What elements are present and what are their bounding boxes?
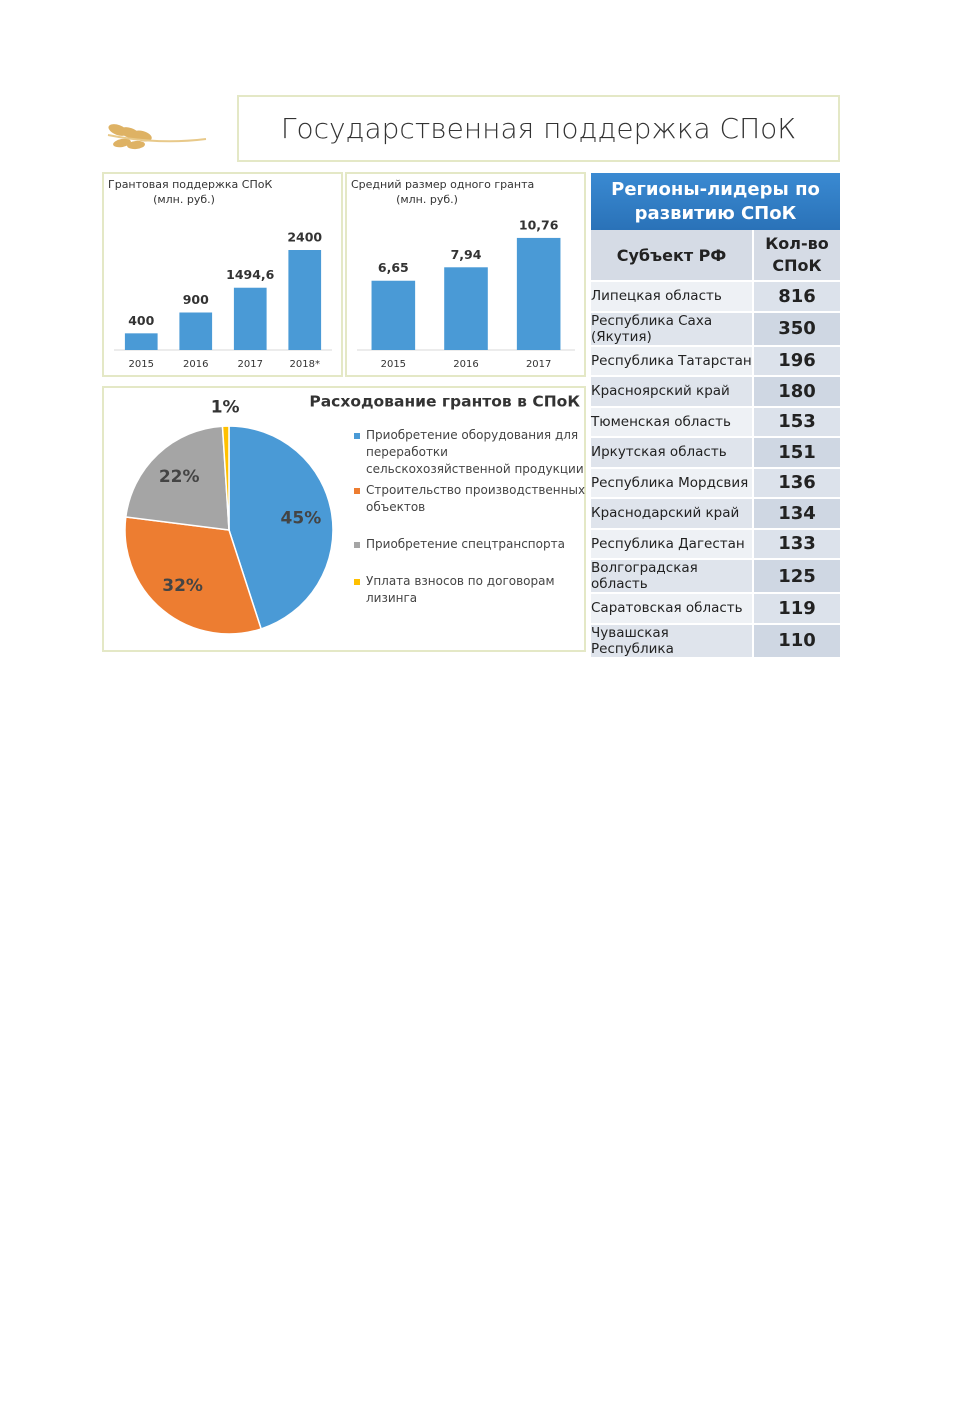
pie-slice xyxy=(124,516,263,635)
legend-swatch xyxy=(354,579,360,585)
value-label: 6,65 xyxy=(378,260,409,275)
table-row: Липецкая область 816 xyxy=(591,281,840,313)
legend-label: Уплата взносов по договорам лизинга xyxy=(366,574,555,605)
count-cell: 180 xyxy=(752,376,840,408)
pie-slice xyxy=(221,425,230,531)
legend-item: Приобретение оборудования для переработк… xyxy=(354,427,586,478)
chart-panel: Грантовая поддержка СПоК (млн. руб.) 400 20… xyxy=(102,172,343,377)
table-row: Республика Дагестан 133 xyxy=(591,528,840,560)
table-row: Красноярский край 180 xyxy=(591,376,840,408)
table-row: Иркутская область 151 xyxy=(591,437,840,469)
header-row: Субъект РФ Кол-во СПоК xyxy=(591,230,840,282)
region-cell: Чувашская Республика xyxy=(591,623,753,659)
legend-item: Уплата взносов по договорам лизинга xyxy=(354,573,586,607)
value-label: 32% xyxy=(162,576,203,596)
bar xyxy=(516,237,561,350)
table-row: Тюменская область 153 xyxy=(591,406,840,438)
wheat-icon xyxy=(107,124,207,150)
legend-item: Приобретение спецтранспорта xyxy=(354,536,586,553)
value-label: 1% xyxy=(211,397,240,417)
bar-chart: Средний размер одного гранта (млн. руб.) 6… xyxy=(351,178,575,370)
pie-chart: Расходование грантов в СПоК 45% 32% 22% 1% xyxy=(124,393,580,635)
count-cell: 134 xyxy=(752,498,840,530)
count-cell: 350 xyxy=(752,311,840,347)
x-tick-label: 2015 xyxy=(129,359,154,370)
legend-label: Строительство производственных объектов xyxy=(366,483,586,514)
value-label: 400 xyxy=(128,313,154,328)
count-cell: 119 xyxy=(752,593,840,625)
table-row: Саратовская область 119 xyxy=(591,593,840,625)
value-label: 1494,6 xyxy=(226,267,275,282)
legend-item: Строительство производственных объектов xyxy=(354,482,586,516)
region-cell: Волгоградская область xyxy=(591,559,753,594)
value-label: 45% xyxy=(281,509,322,529)
value-label: 22% xyxy=(159,467,200,487)
region-cell: Республика Дагестан xyxy=(591,528,753,560)
bar xyxy=(444,267,488,350)
x-tick-label: 2018* xyxy=(290,359,320,370)
leaders-table: Регионы-лидеры по развитию СПоК Субъект … xyxy=(591,173,840,659)
table-row: Волгоградская область 125 xyxy=(591,559,840,594)
chart-title: Грантовая поддержка СПоК xyxy=(108,178,272,191)
table-row: Краснодарский край 134 xyxy=(591,498,840,530)
legend-swatch xyxy=(354,542,360,548)
legend-label: Приобретение спецтранспорта xyxy=(366,537,565,551)
chart-subtitle: (млн. руб.) xyxy=(396,193,458,206)
region-cell: Тюменская область xyxy=(591,406,753,438)
region-cell: Иркутская область xyxy=(591,437,753,469)
table-row: Чувашская Республика 110 xyxy=(591,623,840,659)
bar xyxy=(124,333,158,350)
legend: Приобретение оборудования для переработк… xyxy=(354,427,586,611)
region-cell: Красноярский край xyxy=(591,376,753,408)
chart-subtitle: (млн. руб.) xyxy=(153,193,215,206)
table-row: Республика Татарстан 196 xyxy=(591,345,840,377)
value-label: 7,94 xyxy=(451,247,482,262)
region-cell: Республика Мордсвия xyxy=(591,467,753,499)
legend-swatch xyxy=(354,433,360,439)
table: Субъект РФ Кол-во СПоК Липецкая область 816… xyxy=(591,230,840,659)
value-label: 900 xyxy=(183,292,209,307)
count-cell: 125 xyxy=(752,559,840,594)
x-tick-label: 2015 xyxy=(381,359,406,370)
count-cell: 196 xyxy=(752,345,840,377)
region-cell: Республика Татарстан xyxy=(591,345,753,377)
pie-slice xyxy=(124,425,230,531)
table-title: Регионы-лидеры по развитию СПоК xyxy=(591,173,840,230)
legend-label: Приобретение оборудования для переработк… xyxy=(366,428,584,476)
bar xyxy=(179,312,213,350)
region-cell: Саратовская область xyxy=(591,593,753,625)
region-cell: Республика Саха (Якутия) xyxy=(591,311,753,347)
chart-panel: Расходование грантов в СПоК 45% 32% 22% 1% П… xyxy=(102,386,586,652)
count-cell: 153 xyxy=(752,406,840,438)
x-tick-label: 2017 xyxy=(526,359,551,370)
pie-slice xyxy=(228,425,334,630)
bar xyxy=(371,280,416,350)
chart-panel: Средний размер одного гранта (млн. руб.) 6… xyxy=(345,172,586,377)
region-cell: Краснодарский край xyxy=(591,498,753,530)
chart-title: Расходование грантов в СПоК xyxy=(309,393,580,411)
bar-chart: Грантовая поддержка СПоК (млн. руб.) 400 20… xyxy=(108,178,332,370)
region-cell: Липецкая область xyxy=(591,281,753,313)
table-row: Республика Саха (Якутия) 350 xyxy=(591,311,840,347)
count-cell: 136 xyxy=(752,467,840,499)
count-cell: 816 xyxy=(752,281,840,313)
chart-title: Средний размер одного гранта xyxy=(351,178,534,191)
count-cell: 151 xyxy=(752,437,840,469)
value-label: 10,76 xyxy=(519,217,559,232)
page-title: Государственная поддержка СПоК xyxy=(237,95,840,162)
bar xyxy=(233,287,267,350)
header-cell: Субъект РФ xyxy=(591,230,753,282)
count-cell: 133 xyxy=(752,528,840,560)
legend-swatch xyxy=(354,488,360,494)
x-tick-label: 2017 xyxy=(238,359,263,370)
count-cell: 110 xyxy=(752,623,840,659)
value-label: 2400 xyxy=(287,230,322,245)
header-cell: Кол-во СПоК xyxy=(752,230,840,282)
x-tick-label: 2016 xyxy=(183,359,208,370)
x-tick-label: 2016 xyxy=(453,359,478,370)
table-row: Республика Мордсвия 136 xyxy=(591,467,840,499)
bar xyxy=(288,250,322,350)
